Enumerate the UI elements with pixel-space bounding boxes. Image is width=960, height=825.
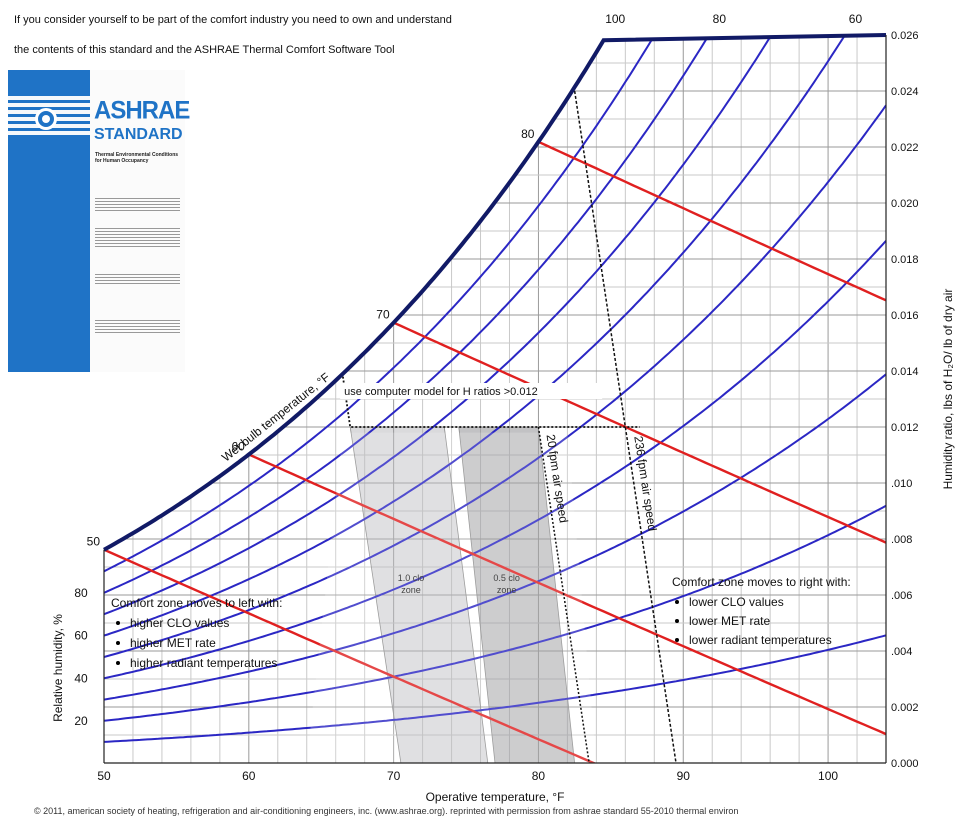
ashrae-gear-icon xyxy=(35,108,57,130)
y-tick-label: 0.014 xyxy=(891,366,919,378)
cover-subtitle: Thermal Environmental Conditions for Hum… xyxy=(95,152,179,164)
y-tick-label: 0.002 xyxy=(891,702,919,714)
rh-top-label: 80 xyxy=(713,12,727,26)
x-tick-label: 100 xyxy=(818,769,838,783)
y-axis-label: Humidity ratio, lbs of H₂O/ lb of dry ai… xyxy=(941,289,955,490)
intro-line-1: If you consider yourself to be part of t… xyxy=(14,14,452,26)
intro-line-2: the contents of this standard and the AS… xyxy=(14,44,395,56)
x-tick-label: 90 xyxy=(677,769,691,783)
bullet-icon xyxy=(116,641,120,645)
rh-left-label: 40 xyxy=(74,671,88,685)
right-note-item: lower CLO values xyxy=(689,595,784,609)
rh-curve-50 xyxy=(104,104,886,658)
wet-bulb-label: 50 xyxy=(87,535,101,549)
rh-curve-10 xyxy=(104,634,886,743)
y-tick-label: .004 xyxy=(891,646,912,658)
air-speed-236-line xyxy=(573,90,677,763)
zone-1-0-label: 1.0 clo xyxy=(398,573,425,583)
rh-curve-40 xyxy=(104,240,886,680)
x-tick-label: 70 xyxy=(387,769,401,783)
bullet-icon xyxy=(675,619,679,623)
rh-left-label: 60 xyxy=(74,629,88,643)
bullet-icon xyxy=(675,600,679,604)
cover-brand-line2: STANDARD xyxy=(94,126,183,143)
left-note-title: Comfort zone moves to left with: xyxy=(111,596,282,610)
x-axis-label: Operative temperature, °F xyxy=(426,790,565,804)
rh-top-label: 60 xyxy=(849,12,863,26)
y-tick-label: 0.026 xyxy=(891,30,919,42)
rh-curve-20 xyxy=(104,504,886,722)
y-tick-label: 0.024 xyxy=(891,86,919,98)
zone-1-0-label-2: zone xyxy=(401,585,421,595)
saturation-curve xyxy=(103,33,887,552)
h-ratio-note-bg xyxy=(340,383,603,399)
zone-0-5-label: 0.5 clo xyxy=(493,573,520,583)
zone-0-5-label-2: zone xyxy=(497,585,517,595)
wet-bulb-line-70 xyxy=(393,321,886,582)
rh-left-label: 80 xyxy=(74,586,88,600)
wet-bulb-title: Wet bulb temperature, °F xyxy=(219,370,332,465)
rh-left-label: 20 xyxy=(74,714,88,728)
y-tick-label: 0.018 xyxy=(891,254,919,266)
cover-fine-print-2 xyxy=(95,226,180,249)
y-tick-label: 0.000 xyxy=(891,758,919,770)
right-note-item: lower radiant temperatures xyxy=(689,633,832,647)
copyright-footer: © 2011, american society of heating, ref… xyxy=(34,806,739,816)
right-note-title: Comfort zone moves to right with: xyxy=(672,575,851,589)
bullet-icon xyxy=(116,661,120,665)
rh-curve-60 xyxy=(104,35,862,637)
cover-fine-print-4 xyxy=(95,318,180,335)
y-tick-label: .010 xyxy=(891,478,912,490)
x-tick-label: 50 xyxy=(97,769,111,783)
bullet-icon xyxy=(116,621,120,625)
x-tick-label: 80 xyxy=(532,769,546,783)
wet-bulb-label: 80 xyxy=(521,127,535,141)
y-tick-label: .006 xyxy=(891,590,912,602)
cover-fine-print-3 xyxy=(95,272,180,286)
rh-curve-90 xyxy=(104,35,670,573)
wet-bulb-line-60 xyxy=(248,453,886,763)
left-note-item: higher radiant temperatures xyxy=(130,656,277,670)
y-tick-label: 0.012 xyxy=(891,422,919,434)
air-speed-20-line xyxy=(537,426,590,763)
standard-cover-page xyxy=(90,70,185,372)
y-tick-label: .008 xyxy=(891,534,912,546)
h-ratio-note: use computer model for H ratios >0.012 xyxy=(344,386,538,398)
y-tick-label: 0.022 xyxy=(891,142,919,154)
zone-highlight xyxy=(306,432,597,763)
bullet-icon xyxy=(675,638,679,642)
wet-bulb-label: 70 xyxy=(376,308,390,322)
x-tick-label: 60 xyxy=(242,769,256,783)
right-note-item: lower MET rate xyxy=(689,614,770,628)
wet-bulb-line-50 xyxy=(104,548,655,763)
cover-brand: ASHRAE xyxy=(94,96,190,125)
rh-curve-30 xyxy=(104,373,886,701)
left-note-item: higher CLO values xyxy=(130,616,229,630)
wet-bulb-label: 60 xyxy=(231,439,245,453)
left-note-item: higher MET rate xyxy=(130,636,216,650)
cover-fine-print-1 xyxy=(95,196,180,213)
rh-top-label: 100 xyxy=(605,12,625,26)
wet-bulb-line-80 xyxy=(537,140,886,341)
rh-curve-70 xyxy=(104,35,790,616)
y-tick-label: 0.016 xyxy=(891,310,919,322)
y-tick-label: 0.020 xyxy=(891,198,919,210)
rh-axis-label: Relative humidity, % xyxy=(51,614,65,722)
